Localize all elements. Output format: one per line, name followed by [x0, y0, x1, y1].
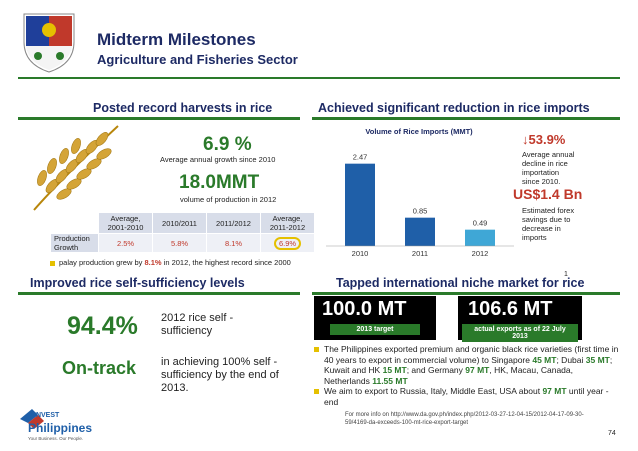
invest-philippines-logo: INVEST Philippines Your Business. Our Pe… [20, 409, 92, 441]
svg-text:Philippines: Philippines [28, 421, 92, 435]
reduction-note: Average annual decline in rice importati… [522, 150, 575, 186]
bar-value-label: 2.47 [353, 153, 368, 162]
actual-label: actual exports as of 22 July 2013 [462, 324, 578, 342]
chart-title: Volume of Rice Imports (MMT) [365, 127, 473, 136]
reduction-value: ↓53.9% [522, 132, 565, 147]
target-value: 100.0 MT [322, 298, 407, 320]
production-growth-table: Average, 2001-2010 2010/2011 2011/2012 A… [50, 212, 315, 253]
table-row: Production Growth 2.5% 5.8% 8.1% 6.9% [50, 233, 315, 253]
production-caption: volume of production in 2012 [180, 195, 277, 204]
growth-rate-caption: Average annual growth since 2010 [160, 155, 276, 164]
self-sufficiency-heading: Improved rice self-sufficiency levels [30, 276, 245, 290]
government-seal-icon [23, 13, 75, 73]
category-tick-label: 2010 [352, 249, 369, 258]
table-header: 2010/2011 [152, 212, 207, 234]
table-row-label: Production Growth [50, 233, 99, 253]
actual-box: 106.6 MT actual exports as of 22 July 20… [458, 296, 582, 342]
harvest-heading-rule [18, 117, 300, 120]
svg-text:INVEST: INVEST [34, 412, 60, 419]
table-header: 2011/2012 [206, 212, 261, 234]
imports-heading-rule [312, 117, 620, 120]
table-header: Average, 2011-2012 [260, 212, 315, 234]
highlighted-value: 6.9% [273, 236, 302, 250]
note-text: palay production grew by [59, 258, 145, 267]
table-cell: 5.8% [152, 233, 207, 253]
table-header-blank [50, 212, 99, 234]
table-header: Average, 2001-2010 [98, 212, 153, 234]
category-tick-label: 2012 [472, 249, 489, 258]
palay-note: palay production grew by 8.1% in 2012, t… [50, 258, 291, 267]
niche-heading: Tapped international niche market for ri… [336, 276, 585, 290]
reduction-text: 53.9% [528, 132, 566, 147]
table-header-row: Average, 2001-2010 2010/2011 2011/2012 A… [50, 212, 315, 234]
niche-heading-rule [312, 292, 620, 295]
list-item: We aim to export to Russia, Italy, Middl… [314, 386, 620, 407]
table-cell-highlighted: 6.9% [260, 233, 315, 253]
source-link[interactable]: For more info on http://www.da.gov.ph/in… [345, 412, 584, 426]
export-bullets: The Philippines exported premium and org… [314, 344, 620, 407]
bullet-icon [50, 260, 55, 266]
bar-value-label: 0.49 [473, 219, 488, 228]
target-label: 2013 target [330, 324, 420, 335]
actual-value: 106.6 MT [468, 298, 553, 320]
category-tick-label: 2011 [412, 249, 428, 258]
note-highlight: 8.1% [144, 258, 162, 267]
footnote-mark: 1 [564, 271, 568, 278]
target-box: 100.0 MT 2013 target [314, 296, 436, 340]
page-subtitle: Agriculture and Fisheries Sector [97, 52, 298, 67]
rice-grain-icon [33, 125, 119, 211]
production-unit: MMT [215, 172, 260, 193]
down-arrow-icon: ↓ [522, 132, 529, 147]
note-text: in 2012, the highest record since 2000 [161, 258, 291, 267]
self-sufficiency-percent: 94.4% [67, 312, 138, 340]
bar-2012 [465, 229, 495, 246]
bar-2011 [405, 217, 435, 246]
status-on-track: On-track [62, 358, 137, 378]
table-cell: 8.1% [206, 233, 261, 253]
table-cell: 2.5% [98, 233, 153, 253]
rice-imports-chart: Volume of Rice Imports (MMT) 2.47 2010 0.8… [326, 127, 514, 258]
self-sufficiency-rule [18, 292, 300, 295]
production-value: 18.0 [179, 172, 216, 193]
slide-number: 74 [608, 430, 616, 437]
growth-rate-value: 6.9 % [203, 134, 252, 155]
harvest-heading: Posted record harvests in rice [93, 101, 273, 115]
savings-note: Estimated forex savings due to decrease … [522, 206, 575, 242]
savings-value: US$1.4 Bn [513, 186, 583, 202]
status-desc: in achieving 100% self - sufficiency by … [161, 356, 279, 394]
page-title: Midterm Milestones [97, 30, 256, 49]
list-item: The Philippines exported premium and org… [314, 344, 620, 386]
svg-text:Your Business. Our People.: Your Business. Our People. [28, 436, 83, 441]
self-sufficiency-desc: 2012 rice self - sufficiency [161, 312, 234, 337]
header-divider [18, 77, 620, 79]
imports-heading: Achieved significant reduction in rice i… [318, 101, 590, 115]
bar-2010 [345, 163, 375, 246]
bar-value-label: 0.85 [413, 207, 428, 216]
